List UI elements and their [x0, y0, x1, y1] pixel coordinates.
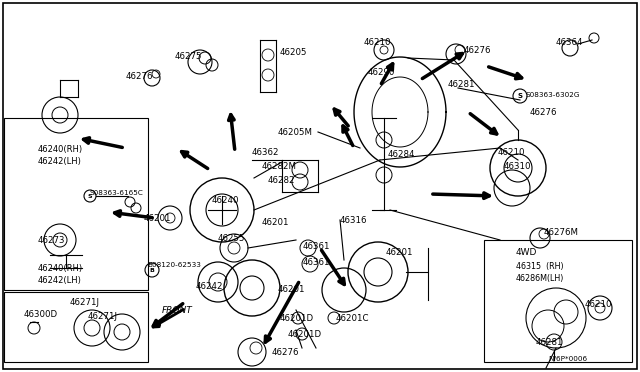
Text: 46276: 46276 — [126, 72, 154, 81]
Text: 46282M: 46282M — [262, 162, 297, 171]
Text: 46205M: 46205M — [278, 128, 313, 137]
Text: 46240: 46240 — [212, 196, 239, 205]
Text: 46271J: 46271J — [88, 312, 118, 321]
Text: 46286M(LH): 46286M(LH) — [516, 274, 564, 283]
Text: 46242(LH): 46242(LH) — [38, 157, 82, 166]
Text: 46310: 46310 — [504, 162, 531, 171]
Text: S: S — [88, 193, 92, 199]
Text: S: S — [518, 93, 522, 99]
Text: 46282: 46282 — [268, 176, 296, 185]
Text: FRONT: FRONT — [162, 306, 193, 315]
Text: 46364: 46364 — [556, 38, 584, 47]
Text: 46255: 46255 — [218, 234, 246, 243]
Text: 46361: 46361 — [303, 258, 330, 267]
Text: 46281: 46281 — [536, 338, 563, 347]
Text: S08363-6165C: S08363-6165C — [90, 190, 144, 196]
Text: N/6P*0006: N/6P*0006 — [548, 356, 587, 362]
Text: 46240(RH): 46240(RH) — [38, 264, 83, 273]
Text: 46275: 46275 — [175, 52, 202, 61]
Text: B08120-62533: B08120-62533 — [147, 262, 201, 268]
Text: 46271J: 46271J — [70, 298, 100, 307]
Text: 46362: 46362 — [252, 148, 280, 157]
Text: 46240(RH): 46240(RH) — [38, 145, 83, 154]
Text: 46290: 46290 — [368, 68, 396, 77]
Text: 46284: 46284 — [388, 150, 415, 159]
Text: 46210: 46210 — [585, 300, 612, 309]
Text: 46273: 46273 — [38, 236, 65, 245]
Text: 46300D: 46300D — [24, 310, 58, 319]
Text: 46205: 46205 — [280, 48, 307, 57]
Text: 46361: 46361 — [303, 242, 330, 251]
Text: 46276: 46276 — [530, 108, 557, 117]
Text: 46315  (RH): 46315 (RH) — [516, 262, 564, 271]
Text: 46201: 46201 — [278, 285, 305, 294]
Text: S08363-6302G: S08363-6302G — [526, 92, 580, 98]
Text: 46276: 46276 — [464, 46, 492, 55]
Text: 46201: 46201 — [262, 218, 289, 227]
Text: 46201D: 46201D — [280, 314, 314, 323]
Text: 46281: 46281 — [448, 80, 476, 89]
Text: 4WD: 4WD — [516, 248, 538, 257]
Text: 46210: 46210 — [498, 148, 525, 157]
Text: 46276: 46276 — [272, 348, 300, 357]
Text: 46201C: 46201C — [336, 314, 369, 323]
Text: B: B — [150, 267, 154, 273]
Text: 46201: 46201 — [144, 214, 172, 223]
Text: 46242: 46242 — [196, 282, 223, 291]
Text: 46242(LH): 46242(LH) — [38, 276, 82, 285]
Text: 46210: 46210 — [364, 38, 392, 47]
Text: 46316: 46316 — [340, 216, 367, 225]
Text: 46201: 46201 — [386, 248, 413, 257]
Text: 46201D: 46201D — [288, 330, 322, 339]
Text: 46276M: 46276M — [544, 228, 579, 237]
